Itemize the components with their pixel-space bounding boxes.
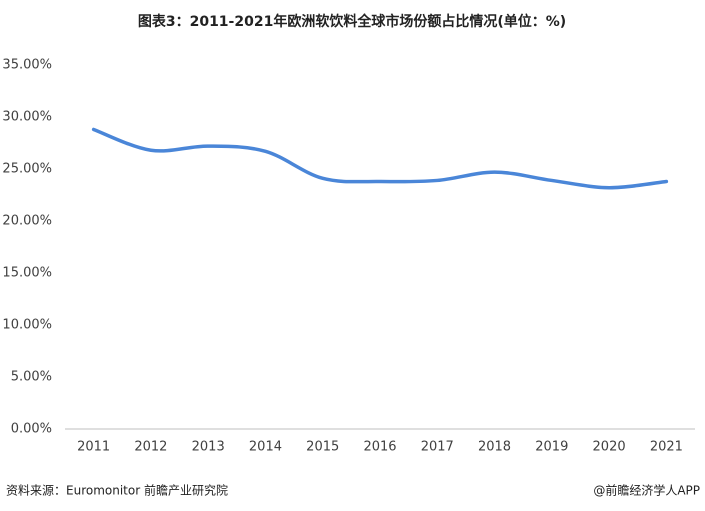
- line: [91, 127, 669, 190]
- x-tick-label: 2017: [421, 440, 454, 455]
- y-tick-label: 20.00%: [2, 214, 52, 229]
- y-tick-label: 5.00%: [11, 370, 52, 385]
- source: 资料来源：Euromonitor 前瞻产业研究院: [6, 483, 228, 498]
- x-tick-label: 2016: [363, 440, 396, 455]
- y-tick-label: 10.00%: [2, 318, 52, 333]
- x-tick-label: 2021: [650, 440, 683, 455]
- x-tick-label: 2013: [192, 440, 225, 455]
- y-tick-label: 35.00%: [2, 58, 52, 73]
- y-tick-label: 15.00%: [2, 266, 52, 281]
- x-tick-label: 2012: [134, 440, 167, 455]
- x-tick-label: 2014: [249, 440, 282, 455]
- x-tick-label: 2015: [306, 440, 339, 455]
- y-tick-label: 0.00%: [11, 422, 52, 437]
- y-tick-label: 25.00%: [2, 162, 52, 177]
- x-tick-label: 2011: [77, 440, 110, 455]
- y-tick-label: 30.00%: [2, 110, 52, 125]
- x-tick-label: 2019: [535, 440, 568, 455]
- x-tick-label: 2020: [593, 440, 626, 455]
- x-tick-label: 2018: [478, 440, 511, 455]
- credit: @前瞻经济学人APP: [593, 483, 700, 498]
- chart-title: 图表3：2011-2021年欧洲软饮料全球市场份额占比情况(单位：%): [138, 13, 566, 30]
